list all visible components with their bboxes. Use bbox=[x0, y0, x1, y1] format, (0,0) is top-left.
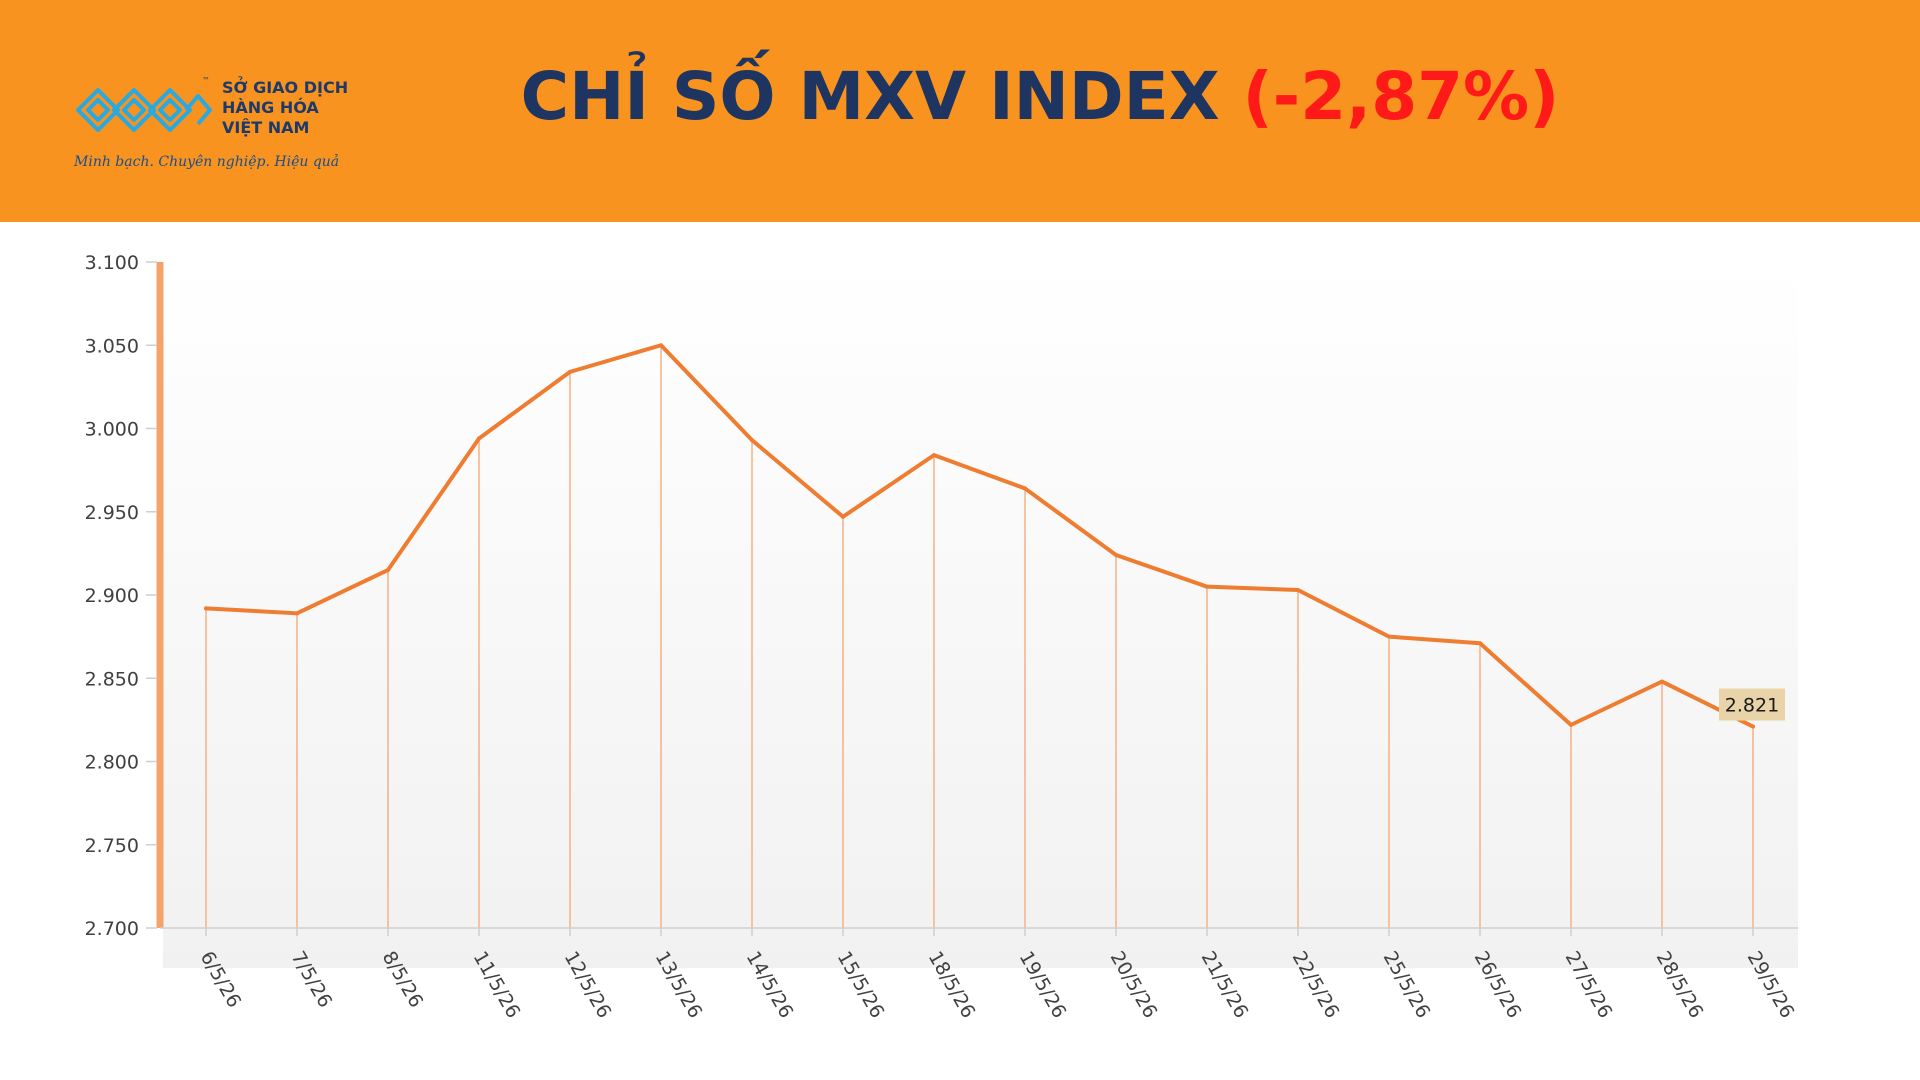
data-point bbox=[1023, 486, 1027, 491]
y-tick-label: 3.000 bbox=[85, 419, 139, 441]
page-title: CHỈ SỐ MXV INDEX (-2,87%) bbox=[0, 58, 1920, 135]
logo-trademark: ™ bbox=[202, 76, 210, 85]
data-point bbox=[750, 438, 754, 443]
data-point bbox=[841, 514, 845, 519]
y-tick-label: 2.850 bbox=[85, 668, 139, 690]
data-point bbox=[295, 611, 299, 616]
logo-line-2: HÀNG HÓA bbox=[222, 98, 319, 117]
mxv-index-line-chart: 3.100 3.050 3.000 2.950 2.900 2.850 2.800 2.750… bbox=[85, 252, 1799, 1022]
logo-line-3: VIỆT NAM bbox=[222, 118, 310, 137]
title-main: CHỈ SỐ MXV INDEX bbox=[520, 58, 1220, 135]
logo-text: SỞ GIAO DỊCH HÀNG HÓA VIỆT NAM bbox=[222, 78, 348, 138]
plot-area bbox=[163, 262, 1798, 968]
header-band: ™ SỞ GIAO DỊCH HÀNG HÓA VIỆT NAM Minh bạ… bbox=[0, 0, 1920, 222]
logo-tagline: Minh bạch. Chuyên nghiệp. Hiệu quả bbox=[74, 154, 340, 170]
mxv-logo: ™ SỞ GIAO DỊCH HÀNG HÓA VIỆT NAM Minh bạ… bbox=[74, 74, 374, 184]
data-label-box bbox=[1719, 688, 1785, 721]
y-tick-label: 3.050 bbox=[85, 335, 139, 357]
y-tick-label: 2.700 bbox=[85, 918, 139, 940]
data-point bbox=[1751, 724, 1755, 729]
data-point bbox=[477, 436, 481, 441]
y-tick-label: 2.900 bbox=[85, 585, 139, 607]
y-tick-label: 2.750 bbox=[85, 835, 139, 857]
data-point bbox=[1205, 584, 1209, 589]
y-tick-label: 2.800 bbox=[85, 752, 139, 774]
mxv-logo-mark-icon bbox=[76, 88, 212, 132]
data-point bbox=[932, 453, 936, 458]
data-point bbox=[1387, 634, 1391, 639]
y-tick-label: 2.950 bbox=[85, 502, 139, 524]
logo-line-1: SỞ GIAO DỊCH bbox=[222, 78, 349, 97]
data-label: 2.821 bbox=[1725, 695, 1779, 717]
series-line bbox=[204, 343, 1755, 729]
data-point bbox=[659, 343, 663, 348]
data-point bbox=[1296, 588, 1300, 593]
data-point bbox=[1478, 641, 1482, 646]
data-point bbox=[204, 606, 208, 611]
data-point bbox=[568, 369, 572, 374]
data-point bbox=[1660, 679, 1664, 684]
data-point bbox=[1569, 722, 1573, 727]
title-change: (-2,87%) bbox=[1242, 58, 1560, 135]
data-point bbox=[386, 568, 390, 573]
data-point bbox=[1114, 553, 1118, 558]
y-tick-label: 3.100 bbox=[85, 252, 139, 274]
